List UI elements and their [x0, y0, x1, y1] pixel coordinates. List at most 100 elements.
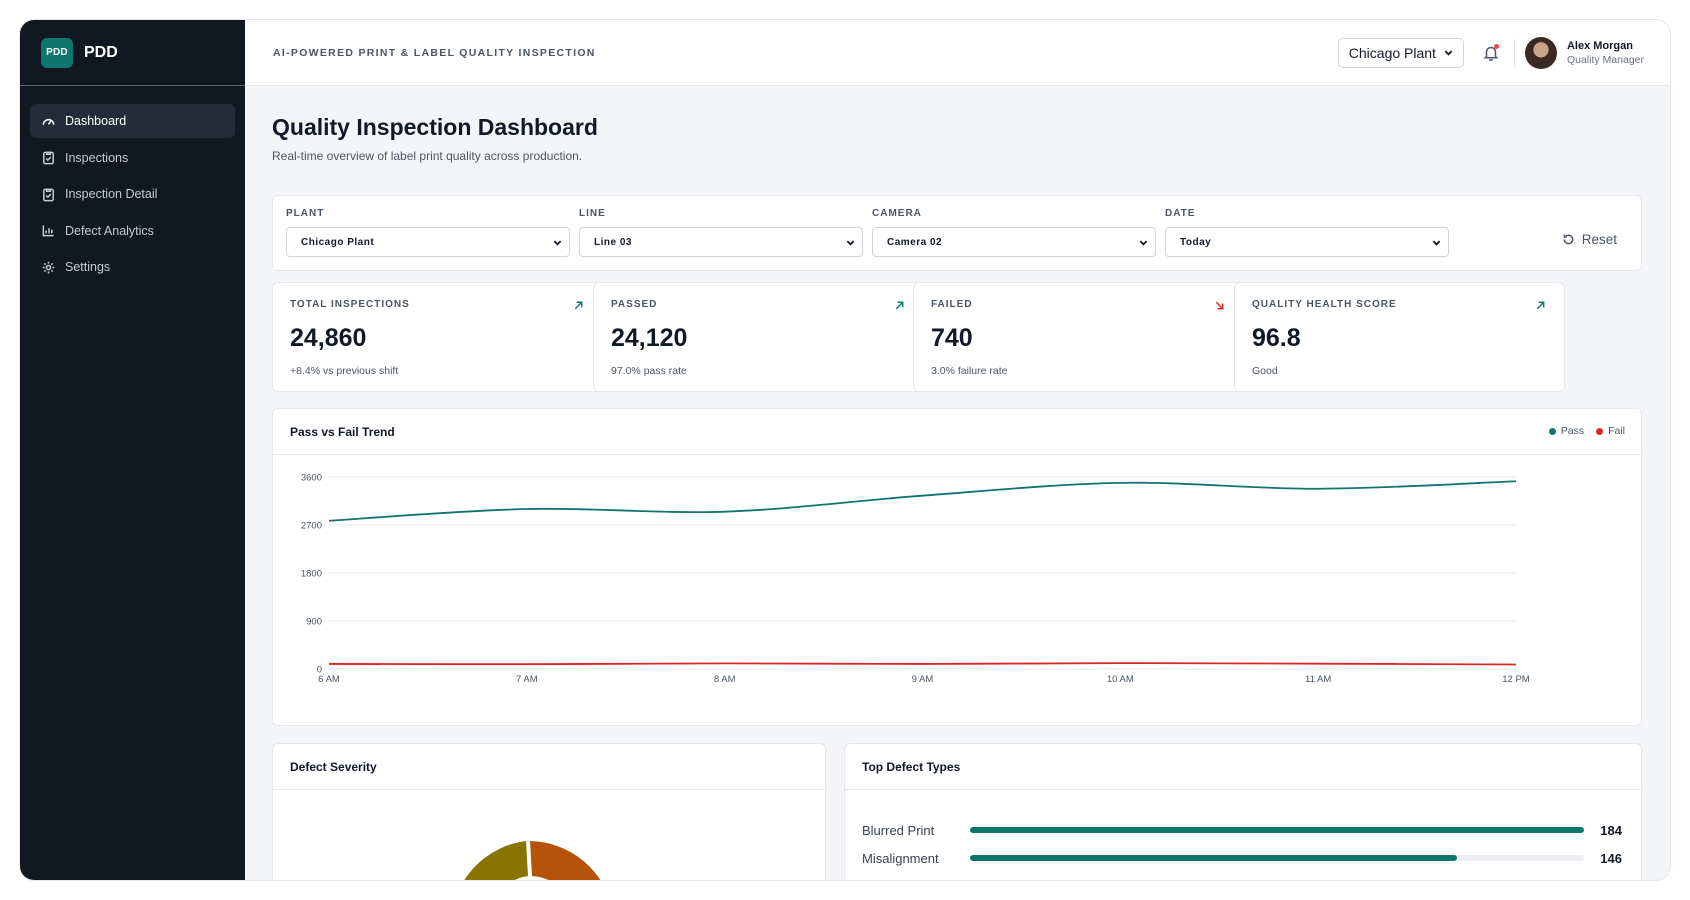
gauge-icon [42, 118, 55, 125]
chevron-down-icon [1432, 240, 1441, 246]
brand: PDD PDD [20, 20, 245, 86]
defect-count: 184 [1600, 822, 1622, 838]
stat-label: QUALITY HEALTH SCORE [1252, 299, 1397, 310]
plant-filter-select[interactable]: Chicago Plant [286, 227, 570, 257]
line-filter-value: Line 03 [594, 236, 632, 248]
y-tick-label: 1800 [301, 569, 322, 580]
sidebar-item-inspections[interactable]: Inspections [30, 141, 235, 175]
chart-title: Pass vs Fail Trend [273, 409, 1641, 455]
x-tick-label: 10 AM [1107, 674, 1134, 685]
sidebar-item-dashboard[interactable]: Dashboard [30, 104, 235, 138]
x-tick-label: 6 AM [318, 674, 340, 685]
plant-filter: PLANT Chicago Plant [286, 208, 570, 257]
defect-name: Blurred Print [862, 822, 935, 838]
sidebar-item-label: Dashboard [65, 114, 127, 128]
avatar[interactable] [1524, 36, 1557, 69]
legend-item-pass[interactable]: Pass [1548, 425, 1585, 437]
legend-item-fail[interactable]: Fail [1596, 425, 1625, 437]
date-filter-value: Today [1180, 236, 1212, 248]
stat-value: 24,120 [611, 324, 688, 352]
trend-chart: 0 900 1800 2700 3600 6 AM 7 AM 8 AM 9 AM 10 AM 11 … [301, 473, 1530, 686]
camera-filter: CAMERA Camera 02 [872, 208, 1156, 257]
chevron-down-icon [553, 240, 562, 246]
x-tick-label: 8 AM [714, 674, 736, 685]
legend-label: Pass [1560, 425, 1585, 437]
line-filter-label: LINE [579, 208, 606, 219]
plant-switcher[interactable]: Chicago Plant [1337, 37, 1464, 68]
camera-filter-select[interactable]: Camera 02 [872, 227, 1156, 257]
sidebar-item-label: Settings [65, 260, 111, 274]
sidebar-item-settings[interactable]: Settings [30, 250, 235, 284]
user-name: Alex Morgan [1566, 39, 1633, 52]
defect-bar-track [970, 827, 1584, 833]
line-filter-select[interactable]: Line 03 [579, 227, 863, 257]
top-defect-types-card: Top Defect Types Blurred Print 184 Misal… [844, 743, 1642, 880]
chevron-down-icon [1139, 240, 1148, 246]
chart-legend: Pass Fail [1548, 425, 1625, 437]
topbar-actions: Chicago Plant Alex Morgan Quality Manage… [1337, 36, 1670, 69]
date-filter-label: DATE [1165, 208, 1196, 219]
series-line-pass[interactable] [328, 480, 1517, 522]
stat-note: 3.0% failure rate [931, 365, 1008, 377]
defect-bar-fill [970, 855, 1458, 861]
x-tick-label: 9 AM [912, 674, 934, 685]
sidebar-item-defect-analytics[interactable]: Defect Analytics [30, 214, 235, 248]
stat-note: Good [1252, 365, 1278, 377]
plant-switcher-value: Chicago Plant [1348, 44, 1436, 61]
stat-value: 96.8 [1252, 324, 1301, 352]
y-tick-label: 900 [306, 617, 322, 628]
stat-card-total-inspections: TOTAL INSPECTIONS 24,860 +8.4% vs previo… [272, 282, 603, 392]
notifications-button[interactable] [1482, 43, 1500, 62]
sidebar-item-label: Inspections [65, 150, 129, 165]
stat-card-quality-health-score: QUALITY HEALTH SCORE 96.8 Good [1234, 282, 1565, 392]
page-subtitle: Real-time overview of label print qualit… [272, 149, 583, 163]
defect-row: Misalignment 146 [862, 848, 1622, 868]
sidebar-item-inspection-detail[interactable]: Inspection Detail [30, 177, 235, 211]
page-title: Quality Inspection Dashboard [272, 114, 598, 140]
defect-severity-card: Defect Severity [272, 743, 826, 880]
stat-note: 97.0% pass rate [611, 365, 687, 377]
user-info[interactable]: Alex Morgan Quality Manager [1567, 40, 1644, 66]
bar-chart-icon [42, 225, 54, 237]
date-filter-select[interactable]: Today [1165, 227, 1449, 257]
stat-value: 24,860 [290, 324, 367, 352]
stat-value: 740 [931, 324, 973, 352]
bell-icon [1483, 46, 1499, 61]
sidebar-item-label: Defect Analytics [65, 223, 154, 238]
defect-bar-fill [970, 827, 1584, 833]
topbar: AI-POWERED PRINT & LABEL QUALITY INSPECT… [245, 20, 1670, 86]
reset-button[interactable]: Reset [1562, 232, 1617, 247]
plant-filter-label: PLANT [286, 208, 325, 219]
app-tagline: AI-POWERED PRINT & LABEL QUALITY INSPECT… [273, 46, 596, 59]
stat-note: +8.4% vs previous shift [290, 365, 399, 377]
sidebar: PDD PDD Dashboard Inspections Inspection… [20, 20, 245, 880]
defect-count: 146 [1600, 850, 1622, 866]
reset-label: Reset [1581, 232, 1617, 247]
defect-row: Blurred Print 184 [862, 820, 1622, 840]
x-tick-label: 7 AM [516, 674, 538, 685]
legend-dot [1548, 427, 1556, 435]
series-line-fail[interactable] [328, 662, 1517, 666]
app-window: PDD PDD Dashboard Inspections Inspection… [20, 20, 1670, 880]
filter-bar: PLANT Chicago Plant LINE Line 03 CAMERA … [272, 195, 1642, 271]
y-tick-label: 0 [317, 665, 322, 676]
clipboard-check-icon [43, 188, 54, 201]
x-tick-label: 12 PM [1502, 674, 1530, 685]
arrow-up-right-icon [1536, 301, 1545, 310]
divider [1513, 38, 1515, 67]
chevron-down-icon [1444, 50, 1453, 56]
stat-label: TOTAL INSPECTIONS [290, 299, 410, 310]
sidebar-item-label: Inspection Detail [65, 187, 158, 201]
arrow-down-right-icon [1215, 301, 1224, 310]
user-role: Quality Manager [1566, 53, 1644, 66]
line-filter: LINE Line 03 [579, 208, 863, 257]
donut-segment-a[interactable] [452, 841, 528, 880]
camera-filter-value: Camera 02 [887, 236, 943, 248]
y-tick-label: 2700 [301, 521, 322, 532]
legend-label: Fail [1608, 425, 1625, 437]
brand-logo: PDD [41, 37, 73, 68]
severity-donut-chart [452, 841, 613, 880]
sidebar-nav: Dashboard Inspections Inspection Detail … [20, 86, 245, 284]
donut-segment-b[interactable] [530, 841, 613, 880]
main-content: Quality Inspection Dashboard Real-time o… [245, 86, 1670, 880]
